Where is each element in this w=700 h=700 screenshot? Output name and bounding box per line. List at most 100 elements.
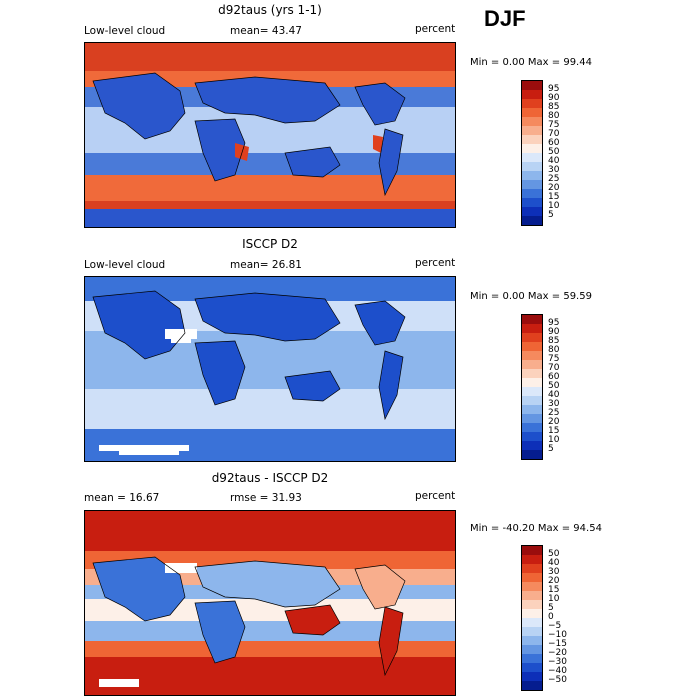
panel-1-map-svg bbox=[85, 43, 455, 227]
colorbar-segment bbox=[522, 315, 542, 324]
colorbar-segment bbox=[522, 135, 542, 144]
panel-2-range-label: Min = 0.00 Max = 59.59 bbox=[470, 291, 592, 302]
colorbar-tick-label: −15 bbox=[548, 639, 567, 649]
colorbar-tick-label: 40 bbox=[548, 390, 560, 400]
colorbar-tick-label: 80 bbox=[548, 111, 560, 121]
panel-3-range-label: Min = -40.20 Max = 94.54 bbox=[470, 523, 602, 534]
colorbar-tick-label: 40 bbox=[548, 156, 560, 166]
colorbar-segment bbox=[522, 342, 542, 351]
colorbar-segment bbox=[522, 645, 542, 654]
colorbar-tick-label: 70 bbox=[548, 363, 560, 373]
colorbar-swatches bbox=[521, 314, 543, 460]
colorbar-tick-label: 85 bbox=[548, 336, 560, 346]
colorbar-tick-label: 5 bbox=[548, 444, 554, 454]
colorbar-tick-label: 85 bbox=[548, 102, 560, 112]
colorbar-tick-label: 20 bbox=[548, 576, 560, 586]
colorbar-tick-label: 10 bbox=[548, 201, 560, 211]
colorbar-segment bbox=[522, 573, 542, 582]
colorbar-segment bbox=[522, 405, 542, 414]
colorbar-tick-label: 5 bbox=[548, 603, 554, 613]
colorbar-segment bbox=[522, 663, 542, 672]
colorbar-segment bbox=[522, 555, 542, 564]
colorbar-segment bbox=[522, 180, 542, 189]
colorbar-tick-label: −20 bbox=[548, 648, 567, 658]
colorbar-tick-label: 50 bbox=[548, 381, 560, 391]
colorbar-segment bbox=[522, 414, 542, 423]
panel-1-variable-label: Low-level cloud bbox=[84, 25, 166, 37]
colorbar-tick-label: −30 bbox=[548, 657, 567, 667]
colorbar-segment bbox=[522, 600, 542, 609]
colorbar-segment bbox=[522, 90, 542, 99]
colorbar-segment bbox=[522, 609, 542, 618]
panel-2-title: ISCCP D2 bbox=[242, 237, 298, 251]
colorbar-segment bbox=[522, 144, 542, 153]
colorbar-segment bbox=[522, 423, 542, 432]
colorbar-tick-label: 90 bbox=[548, 327, 560, 337]
colorbar-tick-label: 10 bbox=[548, 594, 560, 604]
colorbar-segment bbox=[522, 627, 542, 636]
colorbar-segment bbox=[522, 216, 542, 225]
colorbar-segment bbox=[522, 198, 542, 207]
colorbar-segment bbox=[522, 153, 542, 162]
colorbar-segment bbox=[522, 360, 542, 369]
colorbar-segment bbox=[522, 618, 542, 627]
colorbar-tick-label: −5 bbox=[548, 621, 562, 631]
colorbar-tick-label: 30 bbox=[548, 567, 560, 577]
colorbar-tick-label: −40 bbox=[548, 666, 567, 676]
colorbar-segment bbox=[522, 117, 542, 126]
colorbar-tick-label: 10 bbox=[548, 435, 560, 445]
colorbar-tick-label: −50 bbox=[548, 675, 567, 685]
colorbar-tick-label: 70 bbox=[548, 129, 560, 139]
panel-1-title: d92taus (yrs 1-1) bbox=[218, 3, 322, 17]
colorbar-tick-label: 75 bbox=[548, 120, 560, 130]
colorbar-tick-label: 95 bbox=[548, 318, 560, 328]
colorbar-segment bbox=[522, 681, 542, 690]
colorbar-tick-label: 30 bbox=[548, 165, 560, 175]
colorbar-tick-label: 90 bbox=[548, 93, 560, 103]
panel-3-mean-label: mean = 16.67 bbox=[84, 492, 160, 504]
panel-3-map bbox=[84, 510, 456, 696]
panel-3-title: d92taus - ISCCP D2 bbox=[211, 471, 329, 485]
colorbar-segment bbox=[522, 162, 542, 171]
colorbar-tick-label: 40 bbox=[548, 558, 560, 568]
colorbar-tick-label: 25 bbox=[548, 408, 560, 418]
colorbar-segment bbox=[522, 441, 542, 450]
colorbar-tick-label: 15 bbox=[548, 192, 560, 202]
colorbar-segment bbox=[522, 582, 542, 591]
colorbar-segment bbox=[522, 324, 542, 333]
season-label: DJF bbox=[484, 6, 526, 31]
colorbar-tick-label: 50 bbox=[548, 147, 560, 157]
colorbar-tick-label: 5 bbox=[548, 210, 554, 220]
colorbar-tick-label: 50 bbox=[548, 549, 560, 559]
colorbar-segment bbox=[522, 591, 542, 600]
colorbar-segment bbox=[522, 432, 542, 441]
colorbar-tick-label: 25 bbox=[548, 174, 560, 184]
colorbar-segment bbox=[522, 99, 542, 108]
colorbar-tick-label: −10 bbox=[548, 630, 567, 640]
panel-2-units-label: percent bbox=[415, 257, 456, 269]
colorbar-tick-label: 60 bbox=[548, 138, 560, 148]
colorbar-tick-label: 15 bbox=[548, 585, 560, 595]
colorbar-swatches bbox=[521, 80, 543, 226]
colorbar-tick-label: 80 bbox=[548, 345, 560, 355]
colorbar-swatches bbox=[521, 545, 543, 691]
colorbar-segment bbox=[522, 387, 542, 396]
colorbar-segment bbox=[522, 654, 542, 663]
colorbar-segment bbox=[522, 636, 542, 645]
panel-2-variable-label: Low-level cloud bbox=[84, 259, 166, 271]
panel-2-map bbox=[84, 276, 456, 462]
colorbar-segment bbox=[522, 450, 542, 459]
colorbar-segment bbox=[522, 672, 542, 681]
colorbar-tick-label: 0 bbox=[548, 612, 554, 622]
colorbar-segment bbox=[522, 351, 542, 360]
colorbar-segment bbox=[522, 564, 542, 573]
colorbar-segment bbox=[522, 207, 542, 216]
colorbar-tick-label: 30 bbox=[548, 399, 560, 409]
panel-3-rmse-label: rmse = 31.93 bbox=[230, 492, 302, 504]
colorbar-segment bbox=[522, 378, 542, 387]
colorbar-tick-label: 20 bbox=[548, 183, 560, 193]
panel-2-mean-label: mean= 26.81 bbox=[230, 259, 302, 271]
panel-1-mean-label: mean= 43.47 bbox=[230, 25, 302, 37]
colorbar-segment bbox=[522, 333, 542, 342]
colorbar-segment bbox=[522, 171, 542, 180]
